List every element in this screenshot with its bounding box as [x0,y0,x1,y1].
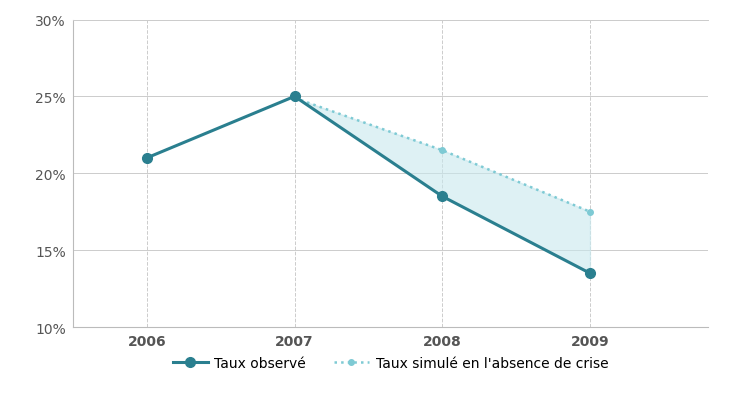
Legend: Taux observé, Taux simulé en l'absence de crise: Taux observé, Taux simulé en l'absence d… [167,351,614,375]
